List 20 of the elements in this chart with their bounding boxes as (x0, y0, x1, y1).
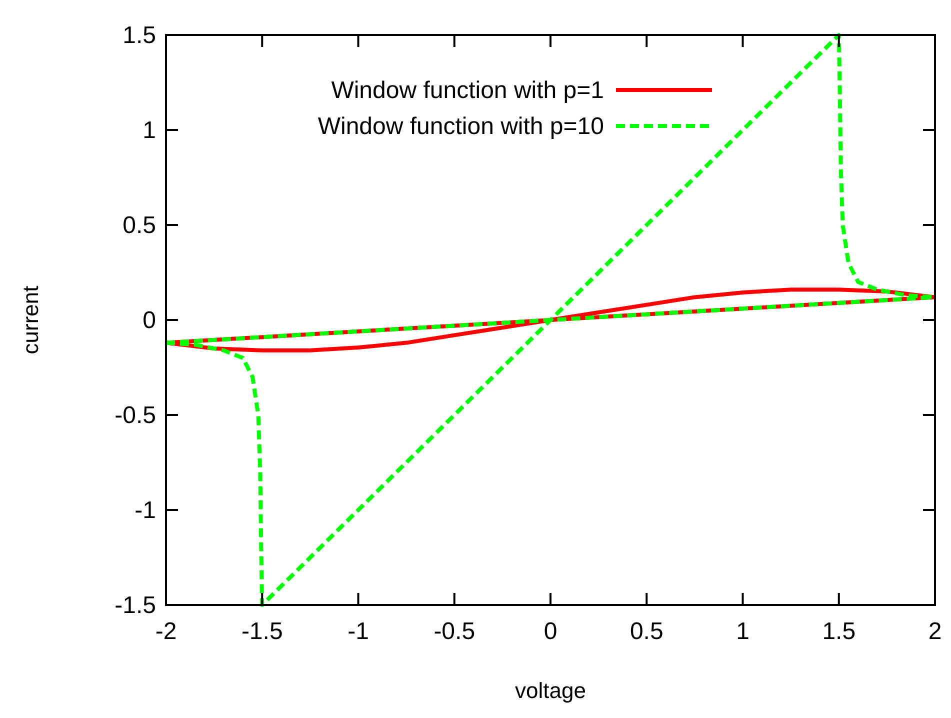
y-tick-label: 1.5 (122, 22, 156, 49)
y-axis-title: current (18, 286, 43, 354)
x-tick-label: -0.5 (434, 618, 476, 645)
x-tick-label: -1 (348, 618, 369, 645)
y-tick-label: 0.5 (122, 212, 156, 239)
x-tick-label: -2 (155, 618, 177, 645)
y-tick-label: -1 (134, 497, 156, 524)
x-tick-label: -1.5 (241, 618, 283, 645)
y-tick-label: 0 (142, 307, 156, 334)
x-axis-title: voltage (515, 678, 586, 703)
x-tick-label: 2 (928, 618, 942, 645)
legend-label: Window function with p=10 (318, 113, 604, 140)
x-tick-label: 1 (736, 618, 750, 645)
x-tick-label: 0.5 (630, 618, 664, 645)
y-tick-label: -0.5 (114, 402, 156, 429)
y-tick-label: 1 (142, 117, 156, 144)
y-tick-label: -1.5 (114, 592, 156, 619)
legend-label: Window function with p=1 (331, 77, 604, 104)
x-tick-label: 1.5 (822, 618, 856, 645)
x-tick-label: 0 (544, 618, 558, 645)
